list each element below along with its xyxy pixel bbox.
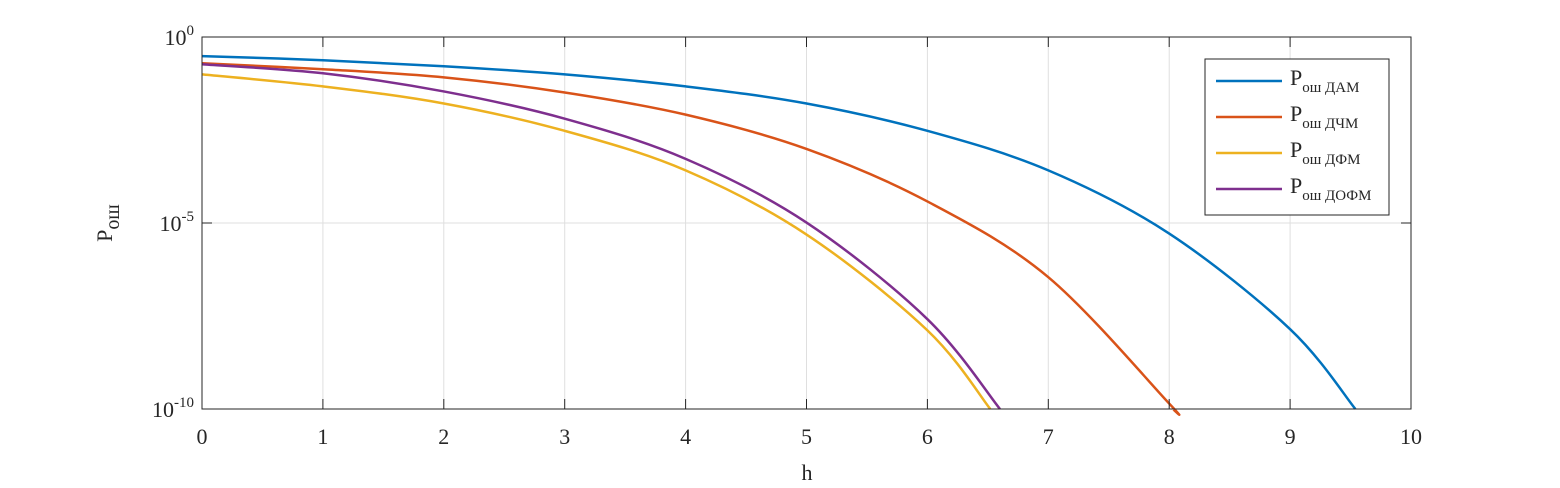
text-part: P [1290, 65, 1302, 90]
text-part: ош ДОФМ [1302, 188, 1371, 204]
text-part: ош ДФМ [1302, 152, 1360, 168]
x-tick-label: 1 [317, 424, 328, 449]
x-tick-label: 9 [1285, 424, 1296, 449]
y-axis-label: Pош [92, 204, 124, 242]
legend-label: Pош ДФМ [1290, 137, 1360, 168]
y-tick-label: 10-5 [160, 209, 195, 236]
x-axis-label: h [802, 460, 813, 485]
text-part: 10 [165, 25, 187, 50]
line-series [201, 63, 1001, 410]
x-tick-label: 4 [680, 424, 691, 449]
x-tick-label: 7 [1043, 424, 1054, 449]
text-part: 10 [160, 211, 182, 236]
legend-label: Pош ДОФМ [1290, 173, 1372, 204]
text-part: -5 [182, 209, 195, 225]
text-part: P [92, 230, 117, 242]
x-tick-label: 0 [197, 424, 208, 449]
text-part: P [1290, 173, 1302, 198]
line-series [201, 54, 1357, 410]
text-part: 10 [152, 397, 174, 422]
y-tick-label: 10-10 [152, 395, 194, 422]
text-part: ош ДАМ [1302, 80, 1359, 96]
text-part: 0 [187, 23, 195, 39]
x-tick-label: 3 [559, 424, 570, 449]
x-tick-label: 8 [1164, 424, 1175, 449]
legend-label: Pош ДАМ [1290, 65, 1359, 96]
x-tick-label: 5 [801, 424, 812, 449]
line-series [201, 73, 992, 410]
x-tick-label: 2 [438, 424, 449, 449]
x-tick-label: 10 [1400, 424, 1422, 449]
text-part: -10 [174, 395, 194, 411]
y-tick-label: 100 [165, 23, 195, 50]
legend-label: Pош ДЧМ [1290, 101, 1358, 132]
text-part: ош ДЧМ [1302, 116, 1358, 132]
text-part: P [1290, 137, 1302, 162]
text-part: ош [102, 204, 124, 230]
x-tick-label: 6 [922, 424, 933, 449]
text-part: P [1290, 101, 1302, 126]
line-series [201, 61, 1181, 416]
